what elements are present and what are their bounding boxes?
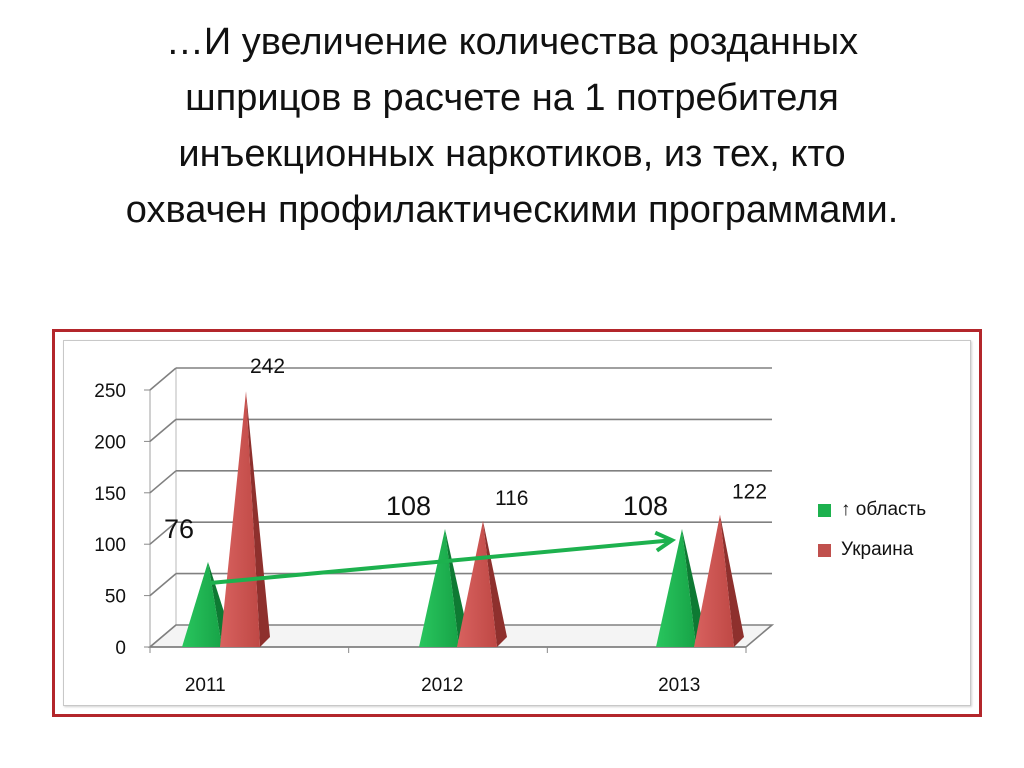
legend-swatch-series-1 <box>818 503 831 517</box>
y-tick-label-150: 150 <box>94 484 126 505</box>
data-label-Украина-2011: 242 <box>250 355 285 378</box>
cone-↑ область-2013 <box>656 528 696 647</box>
x-tick-label-2012: 2012 <box>421 675 463 696</box>
data-label-Украина-2012: 116 <box>495 487 528 510</box>
gridline-side-200 <box>149 418 177 443</box>
data-label-↑ область-2011: 76 <box>164 514 194 544</box>
legend: ↑ область Украина <box>818 490 926 570</box>
y-tick-label-50: 50 <box>105 587 126 608</box>
cone-shade-↑ область-2012 <box>445 528 469 647</box>
x-tick-label-2011: 2011 <box>185 675 226 696</box>
gridline-side-250 <box>149 367 177 391</box>
gridline-side-100 <box>149 521 177 545</box>
cone-Украина-2013 <box>694 514 734 647</box>
y-tick-label-100: 100 <box>94 535 126 556</box>
gridline-side-150 <box>149 470 177 494</box>
cone-Украина-2012 <box>457 520 497 647</box>
cone-shade-Украина-2012 <box>483 520 507 647</box>
legend-swatch-series-2 <box>818 543 831 557</box>
legend-item-series-1: ↑ область <box>818 490 926 530</box>
data-label-↑ область-2013: 108 <box>623 491 668 521</box>
slide-title: …И увеличение количества розданных шприц… <box>125 21 899 231</box>
trend-arrow-head <box>654 530 677 553</box>
data-label-Украина-2013: 122 <box>732 481 767 504</box>
trend-arrow-line <box>209 538 673 585</box>
y-tick-label-0: 0 <box>115 638 126 659</box>
y-tick-label-250: 250 <box>94 381 126 402</box>
gridline-side-50 <box>149 572 177 597</box>
cone-↑ область-2012 <box>419 528 459 647</box>
x-tick-label-2013: 2013 <box>658 675 700 696</box>
legend-item-series-2: Украина <box>818 530 926 570</box>
legend-label-series-1: ↑ область <box>841 499 927 520</box>
cone-shade-Украина-2011 <box>246 391 270 647</box>
data-label-↑ область-2012: 108 <box>386 491 431 521</box>
legend-label-series-2: Украина <box>841 539 914 560</box>
cone-shade-Украина-2013 <box>720 514 744 647</box>
cone-↑ область-2011 <box>182 561 222 647</box>
y-tick-label-200: 200 <box>94 432 126 453</box>
